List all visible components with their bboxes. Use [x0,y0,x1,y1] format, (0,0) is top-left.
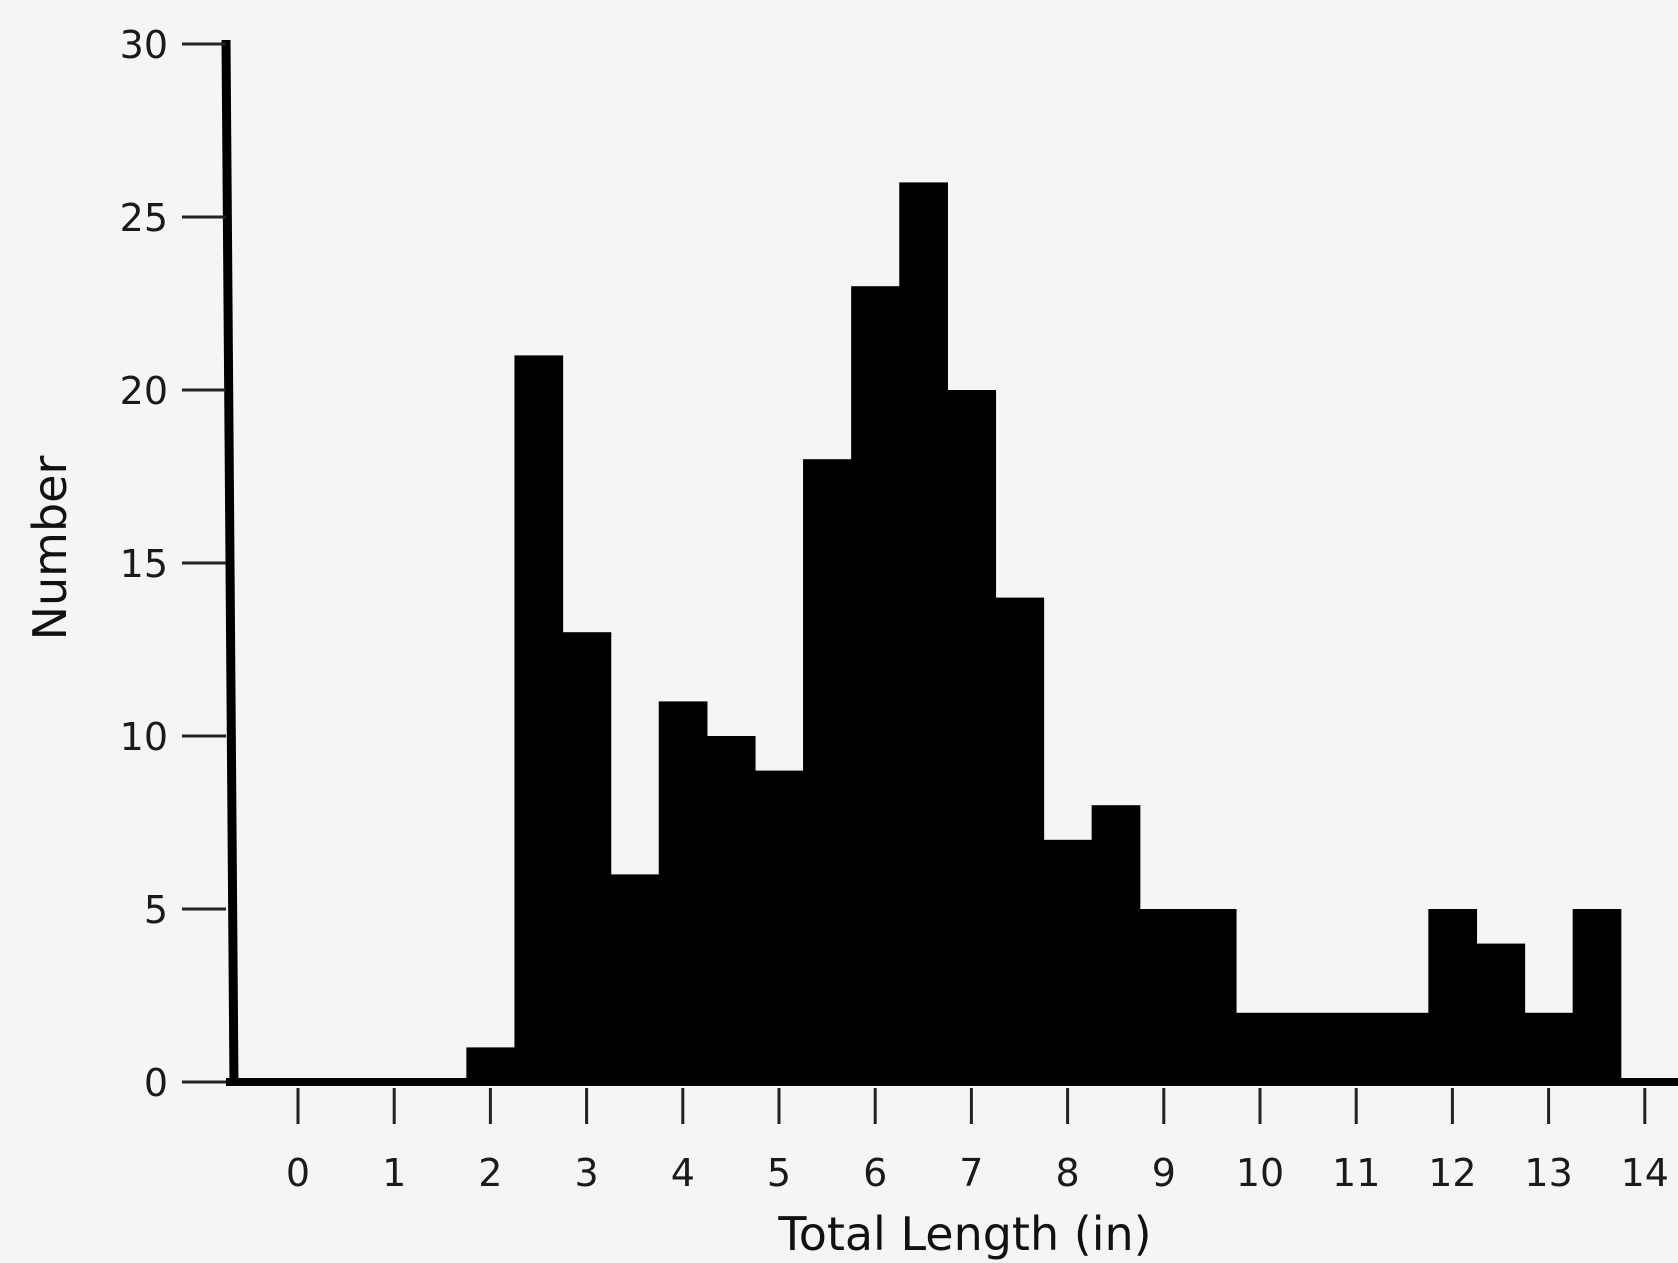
histogram-bar [1572,909,1622,1082]
x-tick-label: 2 [478,1151,502,1195]
histogram-bar [1139,909,1189,1082]
x-axis: 0 1 2 3 4 5 6 7 8 9 10 11 12 13 14 [226,1078,1678,1195]
y-tick-label: 5 [144,888,168,932]
y-tick-label: 15 [120,542,168,586]
x-tick-label: 0 [286,1151,310,1195]
histogram-bar [514,355,564,1082]
histogram-bars [466,182,1622,1082]
x-tick-label: 14 [1621,1151,1669,1195]
y-tick-label: 30 [120,23,168,67]
y-axis-title: Number [23,456,77,641]
histogram-bar [706,736,756,1082]
histogram-bar [947,390,997,1082]
x-tick-label: 8 [1056,1151,1080,1195]
y-tick-label: 25 [120,196,168,240]
histogram-bar [1284,1012,1333,1082]
histogram-bar [658,701,708,1082]
x-tick-label: 9 [1152,1151,1176,1195]
x-tick-label: 13 [1524,1151,1572,1195]
y-tick-label: 0 [144,1061,168,1105]
y-tick-label: 20 [120,369,168,413]
histogram-bar [754,770,804,1082]
y-axis-line [221,39,239,1087]
histogram-bar [803,459,852,1082]
histogram-bar [1043,839,1093,1082]
histogram-bar [1476,943,1526,1082]
x-tick-label: 11 [1332,1151,1380,1195]
histogram-bar [466,1047,516,1082]
x-tick-label: 12 [1428,1151,1476,1195]
histogram-bar [1332,1012,1381,1082]
x-tick-label: 1 [382,1151,406,1195]
histogram-bar [1524,1012,1574,1082]
histogram-bar [851,286,900,1082]
histogram-bar [995,597,1045,1082]
y-tick-label: 10 [120,715,168,759]
histogram-bar [1235,1012,1285,1082]
x-tick-label: 4 [671,1151,695,1195]
histogram-bar [1091,805,1141,1082]
histogram-bar [1187,909,1237,1082]
y-axis: 0 5 10 15 20 25 30 [120,23,239,1105]
histogram-bar [610,874,660,1082]
x-tick-label: 3 [575,1151,599,1195]
x-tick-label: 5 [767,1151,791,1195]
histogram-bar [899,182,948,1082]
x-tick-label: 6 [863,1151,887,1195]
x-axis-title: Total Length (in) [777,1207,1151,1261]
x-tick-label: 10 [1236,1151,1284,1195]
histogram-bar [562,632,612,1082]
histogram-bar [1380,1012,1429,1082]
x-tick-label: 7 [959,1151,983,1195]
histogram-bar [1428,909,1478,1082]
